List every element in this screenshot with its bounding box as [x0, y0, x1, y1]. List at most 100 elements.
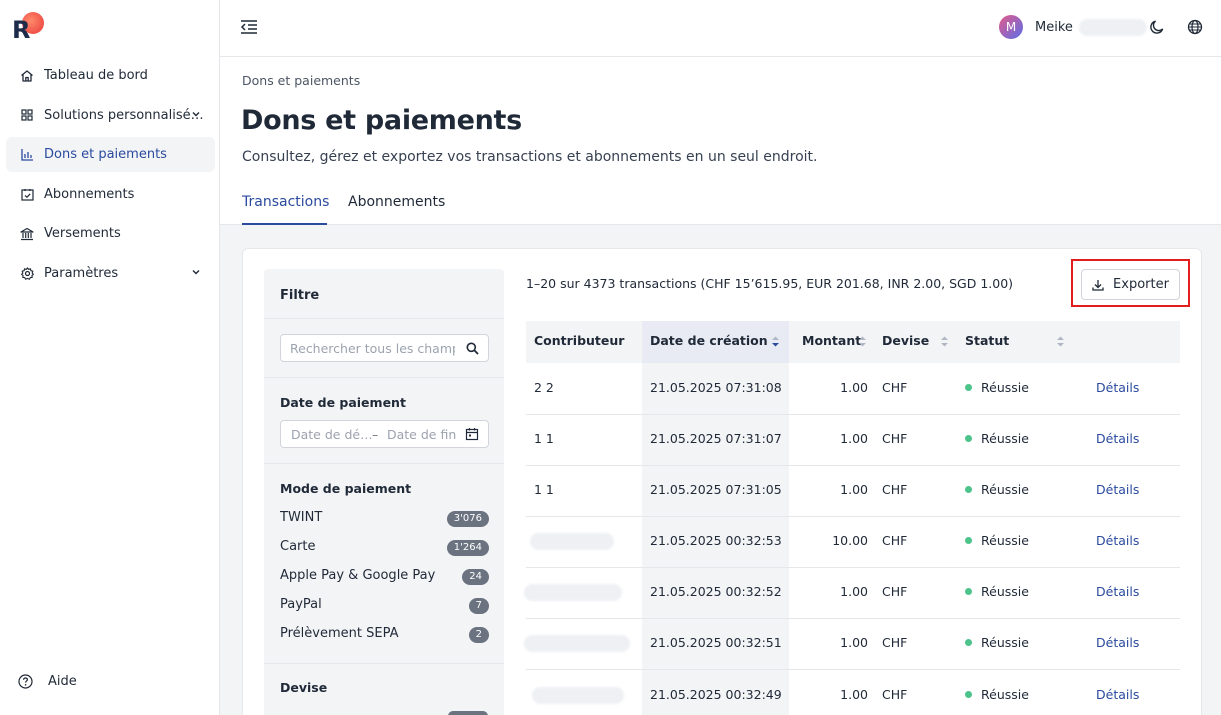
divider — [264, 377, 504, 378]
column-header-contributor[interactable]: Contributeur — [534, 333, 625, 348]
status-label: Réussie — [981, 380, 1029, 395]
status-success-dot — [965, 435, 972, 442]
details-link[interactable]: Détails — [1096, 482, 1140, 497]
app-logo[interactable]: R — [12, 12, 46, 44]
table-row[interactable]: 21.05.2025 00:32:51 1.00 CHF Réussie Détails — [524, 618, 1180, 670]
details-link[interactable]: Détails — [1096, 380, 1140, 395]
column-header-label: Montant — [802, 333, 862, 348]
status: Réussie — [965, 618, 1029, 668]
column-header-created-date[interactable]: Date de création — [642, 321, 789, 363]
dark-mode-moon-icon[interactable] — [1149, 19, 1165, 35]
help-link[interactable]: Aide — [18, 674, 77, 689]
status-label: Réussie — [981, 482, 1029, 497]
currency: CHF — [882, 584, 908, 599]
sidebar-item-label: Versements — [44, 226, 121, 241]
amount: 1.00 — [840, 687, 868, 702]
contributor-name: 1 1 — [534, 482, 554, 497]
table-row[interactable]: 21.05.2025 00:32:53 10.00 CHF Réussie Détail… — [526, 516, 1180, 568]
details-link[interactable]: Détails — [1096, 687, 1140, 702]
payment-method-card[interactable]: Carte 1'264 — [280, 538, 489, 558]
created-date: 21.05.2025 00:32:53 — [650, 533, 782, 548]
language-globe-icon[interactable] — [1187, 19, 1203, 35]
column-header-label: Devise — [882, 333, 930, 348]
status-success-dot — [965, 537, 972, 544]
user-name: Meike — [1035, 19, 1073, 35]
search-input[interactable] — [290, 340, 455, 357]
search-icon[interactable] — [466, 342, 479, 355]
created-date: 21.05.2025 00:32:51 — [650, 635, 782, 650]
search-field[interactable] — [280, 334, 489, 362]
created-date: 21.05.2025 00:32:49 — [650, 687, 782, 702]
breadcrumb[interactable]: Dons et paiements — [242, 73, 361, 88]
gear-icon — [20, 266, 34, 280]
sidebar-item-custom-solutions[interactable]: Solutions personnalisé… — [6, 98, 215, 133]
export-button[interactable]: Exporter — [1081, 269, 1180, 300]
grid-icon — [20, 108, 34, 122]
collapse-menu-icon[interactable] — [240, 19, 258, 35]
sort-icon[interactable] — [858, 335, 867, 348]
chevron-down-icon[interactable] — [191, 109, 201, 119]
details-link[interactable]: Détails — [1096, 431, 1140, 446]
sorted-column-highlight — [642, 363, 789, 715]
date-end-input[interactable]: Date de fin — [387, 427, 457, 442]
details-link[interactable]: Détails — [1096, 584, 1140, 599]
payment-method-name: Apple Pay & Google Pay — [280, 568, 436, 583]
divider — [264, 663, 504, 664]
contributor-name: 2 2 — [534, 380, 554, 395]
payment-method-apple-google-pay[interactable]: Apple Pay & Google Pay 24 — [280, 567, 489, 587]
payment-method-sepa[interactable]: Prélèvement SEPA 2 — [280, 625, 489, 645]
table-row[interactable]: 2 2 21.05.2025 07:31:08 1.00 CHF Réussie Déta… — [526, 363, 1180, 415]
status: Réussie — [965, 670, 1029, 715]
payment-method-twint[interactable]: TWINT 3'076 — [280, 509, 489, 529]
redacted-contributor — [524, 635, 630, 652]
amount: 1.00 — [840, 635, 868, 650]
status-success-dot — [965, 691, 972, 698]
created-date: 21.05.2025 07:31:07 — [650, 431, 782, 446]
export-label: Exporter — [1113, 277, 1169, 292]
status-success-dot — [965, 588, 972, 595]
column-header-currency[interactable]: Devise — [882, 321, 952, 363]
sort-icon[interactable] — [1056, 335, 1065, 348]
status: Réussie — [965, 567, 1029, 617]
table-row[interactable]: 21.05.2025 00:32:49 1.00 CHF Réussie Détails — [526, 670, 1180, 715]
redacted-contributor — [532, 687, 624, 704]
sidebar-item-donations[interactable]: Dons et paiements — [6, 137, 215, 172]
transactions-summary: 1–20 sur 4373 transactions (CHF 15’615.9… — [526, 276, 1014, 291]
details-link[interactable]: Détails — [1096, 533, 1140, 548]
home-icon — [20, 69, 34, 83]
payment-date-label: Date de paiement — [280, 395, 406, 410]
tab-subscriptions[interactable]: Abonnements — [348, 194, 446, 210]
sort-descending-icon[interactable] — [771, 335, 780, 348]
currency-label: Devise — [280, 680, 328, 695]
date-range-picker[interactable]: Date de dé… – Date de fin — [280, 420, 489, 448]
payment-method-name: Prélèvement SEPA — [280, 626, 399, 641]
chart-icon — [20, 148, 34, 162]
tab-transactions[interactable]: Transactions — [242, 194, 330, 210]
count-badge: 2 — [468, 627, 489, 643]
table-header: Contributeur Date de création Montant De… — [526, 321, 1180, 363]
payment-method-paypal[interactable]: PayPal 7 — [280, 596, 489, 616]
logo-circle — [22, 12, 44, 34]
topbar: M Meike — [220, 0, 1221, 57]
sidebar-item-dashboard[interactable]: Tableau de bord — [6, 58, 215, 93]
payment-method-name: PayPal — [280, 597, 322, 612]
details-link[interactable]: Détails — [1096, 635, 1140, 650]
status: Réussie — [965, 363, 1029, 413]
table-row[interactable]: 1 1 21.05.2025 07:31:05 1.00 CHF Réussie Déta… — [526, 465, 1180, 517]
sort-icon[interactable] — [940, 335, 949, 348]
redacted-user-surname — [1078, 18, 1147, 36]
payment-method-name: Carte — [280, 539, 316, 554]
date-start-input[interactable]: Date de dé… — [291, 427, 373, 442]
sidebar-item-payouts[interactable]: Versements — [6, 216, 215, 251]
date-separator: – — [372, 427, 379, 442]
status-success-dot — [965, 486, 972, 493]
table-row[interactable]: 21.05.2025 00:32:52 1.00 CHF Réussie Détails — [524, 567, 1180, 619]
column-header-status[interactable]: Statut — [965, 321, 1070, 363]
table-row[interactable]: 1 1 21.05.2025 07:31:07 1.00 CHF Réussie Déta… — [526, 414, 1180, 466]
sidebar-item-settings[interactable]: Paramètres — [6, 256, 215, 291]
sidebar-item-subscriptions[interactable]: Abonnements — [6, 177, 215, 212]
chevron-down-icon[interactable] — [191, 267, 201, 277]
calendar-icon[interactable] — [465, 427, 479, 441]
column-header-amount[interactable]: Montant — [802, 321, 872, 363]
user-menu[interactable]: M Meike — [999, 15, 1147, 39]
